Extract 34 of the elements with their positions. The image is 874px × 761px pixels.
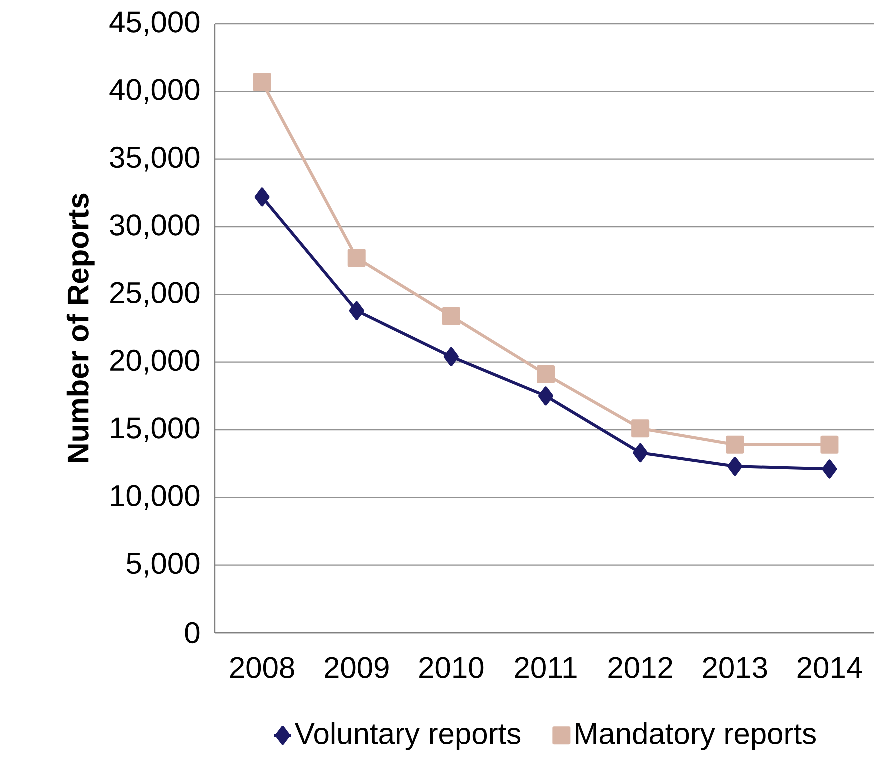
legend-label: Mandatory reports bbox=[576, 722, 816, 750]
point bbox=[442, 307, 460, 326]
point bbox=[726, 436, 744, 454]
x-tick-label: 2008 bbox=[230, 657, 294, 678]
y-tick-label: 30,000 bbox=[110, 214, 200, 240]
point bbox=[633, 444, 648, 463]
y-tick-label: 0 bbox=[185, 622, 200, 644]
y-axis-title: Number of Reports bbox=[66, 194, 95, 462]
point bbox=[348, 249, 366, 268]
legend-label: Voluntary reports bbox=[295, 722, 521, 750]
x-tick-label: 2014 bbox=[798, 657, 862, 678]
point bbox=[537, 366, 555, 384]
x-tick-label: 2009 bbox=[325, 657, 389, 678]
y-tick-label: 45,000 bbox=[110, 12, 200, 36]
y-tick-label: 35,000 bbox=[110, 146, 200, 172]
y-tick-label: 40,000 bbox=[110, 79, 200, 104]
x-tick-label: 2010 bbox=[420, 657, 484, 678]
x-tick-label: 2012 bbox=[608, 657, 672, 678]
point bbox=[254, 188, 270, 207]
point bbox=[632, 420, 650, 438]
y-tick-label: 15,000 bbox=[111, 418, 200, 442]
y-tick-label: 25,000 bbox=[110, 282, 200, 308]
point bbox=[820, 436, 839, 454]
y-tick-label: 5,000 bbox=[126, 552, 200, 578]
point bbox=[349, 301, 364, 320]
point bbox=[822, 460, 838, 479]
y-tick-label: 10,000 bbox=[111, 485, 200, 510]
point bbox=[728, 457, 743, 476]
x-tick-label: 2011 bbox=[515, 657, 577, 678]
point bbox=[538, 386, 554, 406]
point bbox=[444, 347, 459, 366]
point bbox=[253, 73, 272, 92]
y-tick-label: 20,000 bbox=[110, 350, 200, 375]
x-tick-label: 2013 bbox=[703, 657, 768, 678]
